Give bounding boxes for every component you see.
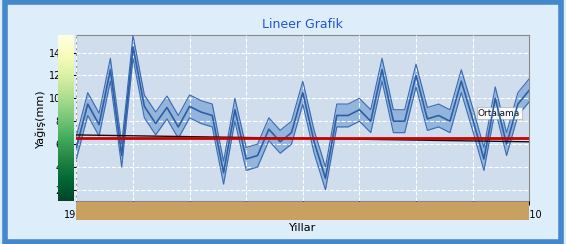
X-axis label: Yillar: Yillar xyxy=(289,223,316,233)
Y-axis label: Yağış(mm): Yağış(mm) xyxy=(36,89,46,148)
Text: Ortalama: Ortalama xyxy=(478,109,520,118)
Title: Lineer Grafik: Lineer Grafik xyxy=(263,19,343,31)
